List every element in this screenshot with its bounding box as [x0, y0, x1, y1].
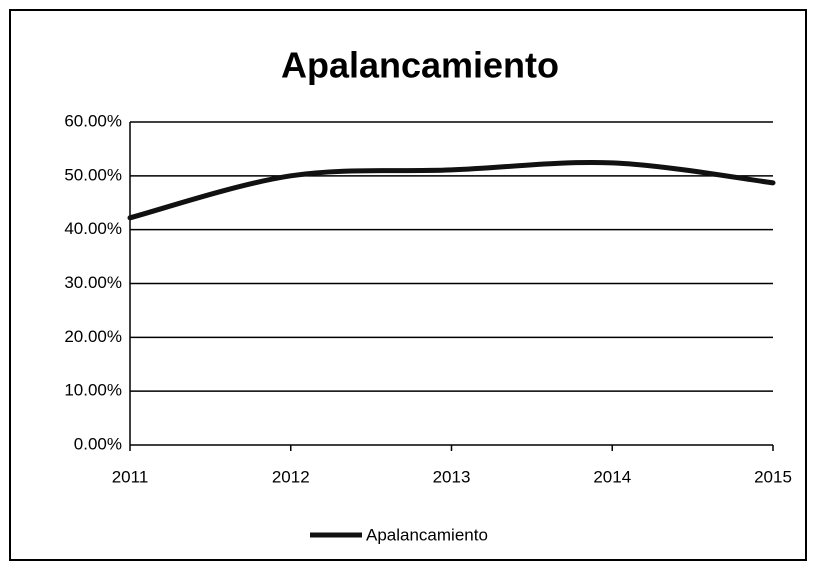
y-tick-label: 20.00%: [64, 327, 122, 346]
x-tick-label: 2015: [754, 467, 792, 486]
x-tick-label: 2012: [272, 467, 310, 486]
x-tick-label: 2013: [433, 467, 471, 486]
line: [127, 160, 776, 221]
y-tick-label: 40.00%: [64, 219, 122, 238]
chart-frame: [9, 9, 807, 561]
y-tick-label: 60.00%: [64, 111, 122, 130]
x-tick-label: 2014: [593, 467, 631, 486]
y-tick-label: 10.00%: [64, 381, 122, 400]
y-tick-label: 50.00%: [64, 165, 122, 184]
chart-title: Apalancamiento: [281, 45, 559, 86]
legend-label: Apalancamiento: [366, 525, 488, 544]
y-tick-label: 0.00%: [74, 434, 122, 453]
y-tick-label: 30.00%: [64, 273, 122, 292]
x-tick-label: 2011: [112, 467, 149, 486]
